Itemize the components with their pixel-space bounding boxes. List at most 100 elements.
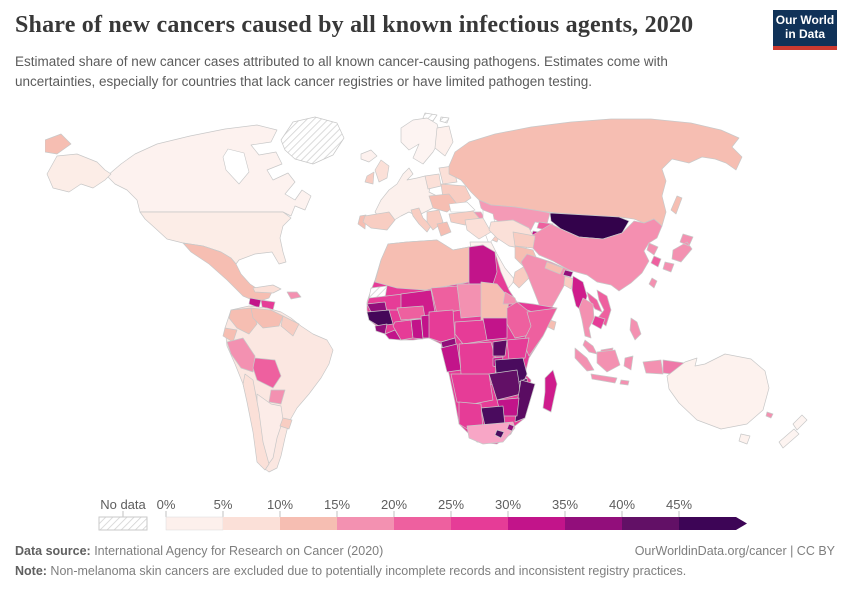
legend-tick-label-7: 35% [552, 497, 578, 512]
region-canada[interactable] [106, 124, 312, 217]
region-burkina-faso[interactable] [396, 305, 426, 321]
region-thailand[interactable] [578, 297, 595, 339]
region-eswatini[interactable] [506, 423, 515, 432]
legend-tick-label-1: 5% [214, 497, 233, 512]
legend-tick-label-2: 10% [267, 497, 293, 512]
region-greece[interactable] [436, 221, 452, 237]
legend-bin-6[interactable] [508, 517, 565, 530]
region-australia[interactable] [666, 353, 770, 430]
map-legend: No data 0% 5% 10% 15% 20% 25% 30% 35% 40… [0, 495, 850, 540]
region-poland[interactable] [424, 173, 442, 190]
legend-tick-label-6: 30% [495, 497, 521, 512]
legend-bin-5[interactable] [451, 517, 508, 530]
region-nigeria[interactable] [428, 309, 456, 343]
region-ireland[interactable] [364, 171, 375, 185]
region-uganda[interactable] [492, 339, 508, 357]
legend-tick-label-0: 0% [157, 497, 176, 512]
page-title: Share of new cancers caused by all known… [15, 12, 694, 38]
region-madagascar[interactable] [542, 369, 558, 413]
region-north-korea[interactable] [646, 242, 659, 256]
note-text: Non-melanoma skin cancers are excluded d… [46, 564, 687, 578]
region-japan[interactable] [662, 233, 694, 273]
region-philippines[interactable] [629, 317, 642, 341]
region-afghanistan[interactable] [512, 231, 536, 249]
region-egypt[interactable] [468, 244, 498, 285]
region-scandinavia[interactable] [400, 117, 442, 165]
region-paraguay[interactable] [268, 389, 286, 405]
region-greenland-no-data[interactable] [280, 116, 345, 165]
no-data-swatch[interactable] [98, 516, 148, 531]
data-source-line: Data source: International Agency for Re… [15, 544, 383, 558]
note-line: Note: Non-melanoma skin cancers are excl… [15, 564, 835, 578]
legend-bin-1[interactable] [223, 517, 280, 530]
data-source-text: International Agency for Research on Can… [90, 544, 384, 558]
region-alaska[interactable] [46, 153, 112, 193]
region-taiwan[interactable] [648, 277, 658, 289]
legend-bin-2[interactable] [280, 517, 337, 530]
region-peru[interactable] [226, 337, 256, 373]
region-lesotho[interactable] [494, 429, 505, 439]
owid-logo-line1: Our World [775, 13, 835, 28]
region-spain[interactable] [362, 211, 396, 231]
region-laos[interactable] [586, 291, 603, 313]
region-guyanas[interactable] [280, 315, 300, 337]
region-central-african-republic[interactable] [454, 319, 490, 345]
region-gabon-congo[interactable] [440, 343, 462, 373]
region-finland[interactable] [434, 125, 454, 157]
chart-footer: Data source: International Agency for Re… [15, 544, 835, 578]
region-kenya[interactable] [506, 337, 530, 361]
region-angola[interactable] [450, 373, 494, 405]
region-iraq-syria[interactable] [464, 217, 492, 240]
region-new-zealand[interactable] [778, 414, 808, 449]
black-sea [448, 201, 476, 213]
region-tasmania[interactable] [738, 433, 751, 445]
region-ghana[interactable] [410, 318, 424, 340]
region-russia-east-tip[interactable] [44, 133, 72, 155]
region-chad[interactable] [456, 283, 484, 319]
region-north-africa[interactable] [374, 239, 470, 291]
region-usa[interactable] [139, 211, 292, 265]
region-venezuela[interactable] [250, 307, 284, 329]
legend-tick-label-5: 25% [438, 497, 464, 512]
region-svalbard-no-data[interactable] [422, 112, 450, 124]
owid-logo-line2: in Data [784, 27, 825, 41]
region-sakhalin[interactable] [670, 195, 683, 215]
region-nepal[interactable] [544, 261, 564, 275]
legend-bin-8[interactable] [622, 517, 679, 530]
region-chile[interactable] [242, 373, 270, 471]
region-bhutan[interactable] [562, 269, 574, 278]
legend-tick-label-3: 15% [324, 497, 350, 512]
region-cambodia[interactable] [591, 315, 606, 330]
owid-logo: Our World in Data [773, 10, 837, 50]
region-cuba[interactable] [252, 284, 282, 294]
chart-subtitle: Estimated share of new cancer cases attr… [15, 54, 668, 89]
region-hispaniola[interactable] [286, 291, 302, 300]
region-indonesia[interactable] [574, 347, 664, 386]
region-guinea[interactable] [366, 309, 394, 327]
hudson-bay [222, 148, 250, 185]
region-bangladesh[interactable] [563, 275, 575, 290]
legend-bin-4[interactable] [394, 517, 451, 530]
world-map [44, 112, 815, 490]
region-south-africa[interactable] [466, 421, 516, 445]
region-sierra-leone[interactable] [374, 323, 388, 335]
region-uk[interactable] [374, 159, 390, 183]
legend-bin-3[interactable] [337, 517, 394, 530]
region-south-sudan[interactable] [482, 317, 508, 341]
legend-bin-0[interactable] [165, 516, 224, 531]
region-somalia[interactable] [522, 307, 558, 357]
region-brazil[interactable] [224, 305, 334, 473]
legend-arrow [736, 517, 747, 530]
legend-tick-label-9: 45% [666, 497, 692, 512]
no-data-label: No data [100, 497, 146, 512]
region-italy[interactable] [410, 207, 432, 233]
legend-tick-label-8: 40% [609, 497, 635, 512]
region-ivory-coast[interactable] [392, 319, 414, 341]
region-south-korea[interactable] [650, 255, 662, 268]
legend-bin-9[interactable] [679, 517, 736, 530]
owid-cc-link[interactable]: OurWorldinData.org/cancer | CC BY [634, 544, 835, 558]
region-iceland[interactable] [360, 149, 378, 163]
region-bolivia[interactable] [252, 357, 282, 389]
legend-bin-7[interactable] [565, 517, 622, 530]
region-uruguay[interactable] [279, 417, 293, 430]
